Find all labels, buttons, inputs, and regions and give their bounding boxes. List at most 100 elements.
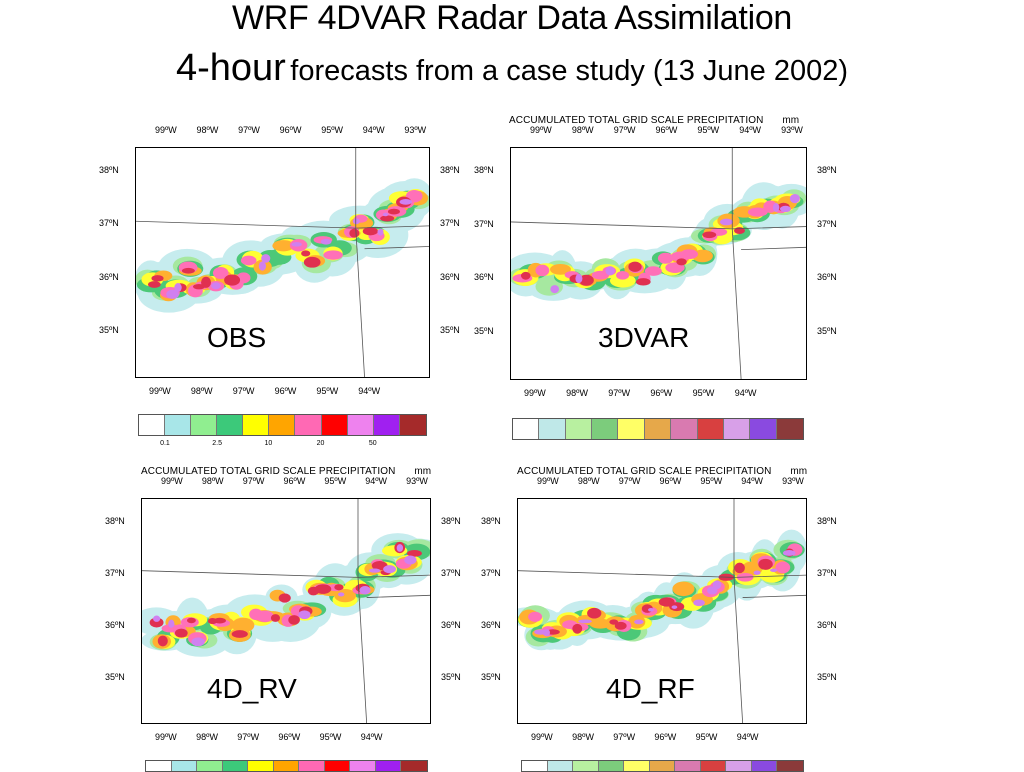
slide-title-line1: WRF 4DVAR Radar Data Assimilation [231, 0, 793, 37]
panel-3-precip-cell-6-4 [186, 617, 196, 624]
panel-3-precip-cell-7-26 [383, 565, 396, 574]
panel-1-experiment-label: OBS [207, 322, 267, 353]
panel-3-precip-cell-6-15 [288, 615, 300, 625]
panel-2-header-units: mm [779, 115, 800, 126]
panel-4-lat-right-3: 35ºN [817, 672, 837, 683]
panel-1-lon-bottom-0: 99ºW [149, 386, 171, 396]
panel-3-precip-cell-4-21 [334, 589, 356, 603]
panel-2-lat-right-1: 37ºN [817, 218, 837, 229]
panel-3-precip-cell-6-7 [213, 617, 226, 624]
panel-3-lon-bottom-0: 99ºW [155, 732, 177, 742]
panel-1-lon-top-0: 99ºW [155, 125, 177, 135]
panel-1-precip-cell-7-16 [291, 242, 302, 247]
panel-2-precip-cell-6-0 [520, 271, 531, 280]
panel-3-lat-right-2: 36ºN [441, 620, 461, 631]
panel-1-precip-cell-7-13 [261, 254, 271, 263]
panel-4-precip-cell-7-16 [671, 605, 678, 609]
panel-1-precip-cell-6-4 [181, 267, 195, 274]
panel-4-precip-cell-7-27 [770, 568, 778, 572]
panel-3-precip-cell-6-1 [157, 635, 168, 647]
panel-3-precip-cell-7-23 [359, 585, 371, 595]
panel-2-experiment-label: 3DVAR [598, 322, 690, 353]
panel-3-precip-field [142, 499, 430, 723]
panel-2-colorbar-swatch-3 [592, 419, 619, 439]
panel-4-colorbar-swatch-1 [547, 761, 574, 771]
panel-2-colorbar-swatch-5 [644, 419, 672, 439]
panel-3-experiment-label: 4D_RV [207, 673, 297, 704]
panel-2-state-border-mo [731, 148, 742, 379]
panel-4-lon-top-3: 96ºW [659, 476, 682, 486]
panel-3-lon-bottom-1: 98ºW [196, 732, 218, 742]
panel-3-colorbar-swatch-5 [273, 761, 300, 771]
panel-3-precip-cell-6-19 [314, 584, 332, 594]
panel-3-lat-right-0: 38ºN [441, 516, 461, 526]
panel-3-lon-top-0: 99ºW [161, 476, 183, 486]
panel-2-colorbar-swatch-0 [513, 419, 540, 439]
panel-1-colorbar [138, 414, 427, 436]
panel-4-colorbar-swatch-0 [522, 761, 548, 771]
panel-1-precip-cell-7-2 [166, 289, 179, 299]
panel-2-lon-top-0: 99ºW [530, 125, 552, 135]
panel-4-colorbar-swatch-2 [573, 761, 599, 771]
panel-3-precip-cell-6-0 [149, 617, 164, 628]
panel-2-lat-right-2: 36ºN [817, 272, 837, 283]
panel-1-colorbar-swatch-0 [139, 415, 166, 435]
panel-4-lon-bottom-5: 94ºW [736, 732, 759, 742]
panel-4-lat-right-2: 36ºN [817, 620, 837, 631]
panel-1-lat-right-0: 38ºN [440, 165, 460, 175]
panel-1-map [135, 147, 430, 378]
panel-4-lon-bottom-3: 96ºW [654, 732, 677, 742]
panel-4-precip-cell-7-6 [578, 619, 592, 624]
panel-2-precip-cell-5-15 [657, 252, 674, 264]
panel-4-lon-top-2: 97ºW [618, 476, 641, 486]
panel-3-colorbar [145, 760, 428, 772]
panel-3-precip-cell-6-29 [407, 550, 422, 557]
panel-4-colorbar-swatch-4 [624, 761, 650, 771]
panel-3-colorbar-swatch-4 [248, 761, 274, 771]
panel-3-precip-cell-4-10 [231, 617, 255, 633]
panel-2-precip-cell-7-6 [575, 273, 583, 284]
panel-1-precip-cell-6-9 [224, 274, 241, 286]
panel-4-colorbar-swatch-5 [649, 761, 676, 771]
panel-1-lon-top-1: 98ºW [196, 125, 219, 135]
panel-4-colorbar-swatch-9 [751, 761, 778, 771]
panel-1-colorbar-label-0: 0.1 [160, 440, 170, 447]
panel-1-colorbar-swatch-10 [399, 415, 426, 435]
panel-2-header-title: ACCUMULATED TOTAL GRID SCALE PRECIPITATI… [509, 115, 764, 126]
panel-4-precip-cell-6-5 [572, 623, 583, 634]
panel-3-colorbar-swatch-2 [197, 761, 223, 771]
panel-4-map-header: ACCUMULATED TOTAL GRID SCALE PRECIPITATI… [517, 466, 807, 477]
panel-1-colorbar-label-3: 20 [316, 440, 325, 447]
panel-1-precip-cell-5-20 [323, 250, 343, 260]
panel-3-lon-bottom-5: 94ºW [360, 732, 383, 742]
panel-2-lon-bottom-1: 98ºW [566, 388, 588, 398]
panel-3-state-border-ar [366, 594, 430, 598]
panel-2-precip-cell-7-27 [772, 203, 780, 212]
panel-1-lon-bottom-3: 96ºW [274, 386, 297, 396]
panel-1-colorbar-swatch-5 [269, 415, 296, 435]
panel-1-precip-cell-7-7 [211, 282, 221, 290]
panel-2-lon-top-3: 96ºW [655, 125, 678, 135]
panel-2-lon-top-6: 93ºW [781, 125, 803, 135]
panel-1-precip-cell-5-11 [240, 255, 257, 266]
panel-2-colorbar-swatch-7 [697, 419, 724, 439]
panel-3-lon-top-4: 95ºW [324, 476, 347, 486]
panel-3-colorbar-swatch-0 [146, 761, 172, 771]
panel-3-lon-bottom-3: 96ºW [278, 732, 301, 742]
panel-2-colorbar-swatch-2 [565, 419, 593, 439]
panel-3-precip-cell-7-24 [368, 568, 381, 573]
panel-4-lat-right-0: 38ºN [817, 516, 837, 526]
panel-1-precip-cell-4-15 [272, 240, 295, 252]
panel-3-colorbar-swatch-1 [171, 761, 198, 771]
panel-4-precip-field [518, 499, 806, 723]
panel-4-precip-cell-6-9 [609, 619, 619, 625]
panel-3-colorbar-swatch-3 [222, 761, 249, 771]
panel-1-lon-bottom-5: 94ºW [358, 386, 381, 396]
panel-2-precip-cell-7-9 [605, 266, 615, 276]
panel-1-lat-left-0: 38ºN [99, 165, 119, 175]
panel-2-precip-field [511, 148, 806, 379]
panel-3-lat-left-3: 35ºN [105, 672, 125, 683]
panel-3-lat-right-1: 37ºN [441, 568, 461, 579]
panel-3-precip-cell-6-13 [270, 614, 281, 622]
panel-1-precip-cell-7-26 [382, 212, 389, 217]
